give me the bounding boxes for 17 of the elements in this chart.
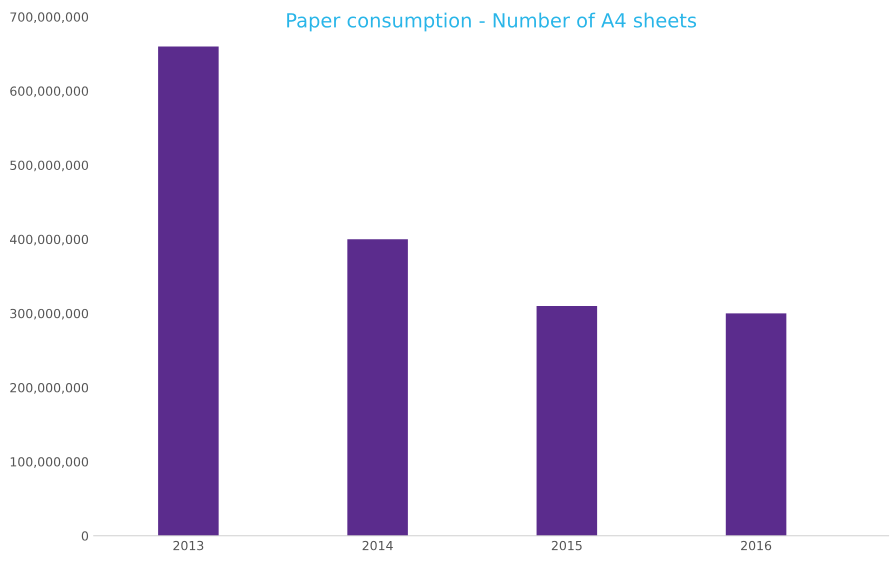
y-tick-label: 0 — [82, 531, 88, 541]
x-tick-label: 2013 — [173, 540, 204, 550]
bar — [536, 306, 598, 536]
y-tick-label: 700,000,000 — [10, 12, 88, 24]
y-tick-label: 600,000,000 — [10, 86, 88, 98]
y-tick-label: 400,000,000 — [10, 234, 88, 246]
y-tick-label: 500,000,000 — [10, 160, 88, 172]
chart-title: Paper consumption - Number of A4 sheets — [287, 12, 696, 32]
y-tick-label: 300,000,000 — [10, 308, 88, 320]
bar — [347, 239, 408, 536]
y-tick-label: 200,000,000 — [10, 382, 88, 394]
bar — [158, 46, 219, 536]
x-tick-label: 2015 — [552, 540, 582, 550]
y-tick-label: 100,000,000 — [10, 457, 88, 468]
x-tick-label: 2016 — [741, 540, 772, 550]
x-tick-label: 2014 — [362, 540, 393, 550]
bar — [726, 313, 786, 536]
